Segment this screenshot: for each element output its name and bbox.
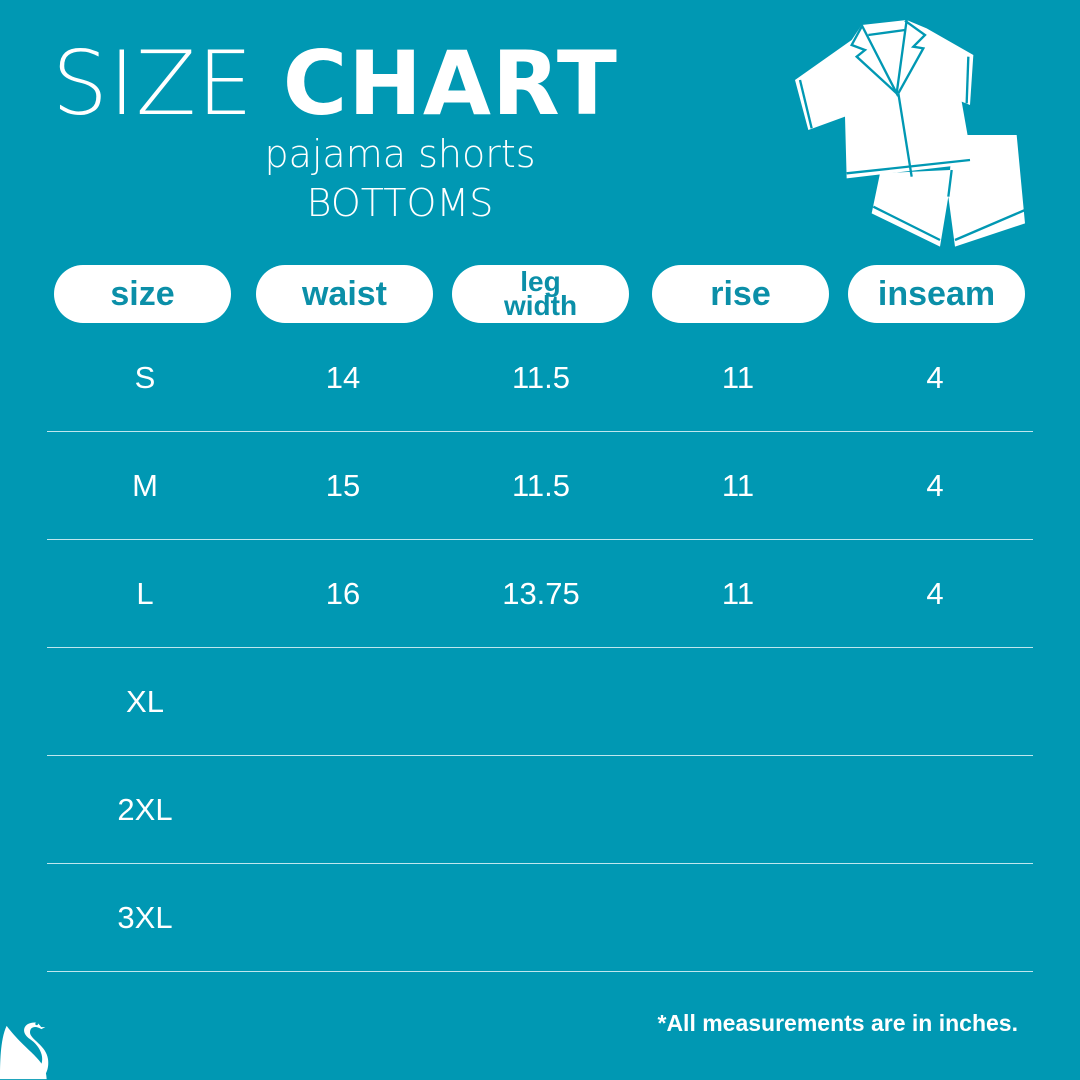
size-label: 2XL [117, 792, 173, 827]
table-cell: 13.75 [502, 576, 580, 611]
row-divider [47, 431, 1033, 432]
column-header-waist: waist [256, 265, 433, 323]
table-cell: 15 [325, 468, 361, 503]
table-cell: 11.5 [511, 468, 571, 503]
page-title: SIZE CHART [52, 40, 618, 128]
column-header-rise: rise [652, 265, 829, 323]
size-label: XL [126, 684, 164, 719]
table-cell: 16 [325, 576, 361, 611]
column-header-inseam: inseam [848, 265, 1025, 323]
table-cell: 11 [721, 360, 755, 395]
table-cell: 14 [325, 360, 361, 395]
size-label: L [136, 576, 154, 611]
row-divider [47, 539, 1033, 540]
measurement-note: *All measurements are in inches. [657, 1010, 1019, 1036]
row-divider [47, 647, 1033, 648]
row-divider [47, 755, 1033, 756]
size-label: S [134, 360, 156, 395]
column-header-size: size [54, 265, 231, 323]
category-label: BOTTOMS [306, 181, 494, 225]
table-cell: 4 [926, 360, 944, 395]
pajama-set-icon [795, 19, 1026, 247]
size-label: 3XL [117, 900, 173, 935]
table-cell: 11 [721, 468, 755, 503]
title-bold: CHART [282, 32, 618, 135]
header-line: leg [520, 266, 561, 297]
row-divider [47, 971, 1033, 972]
title-light: SIZE [52, 32, 254, 135]
header-line: width [503, 290, 578, 321]
table-cell: 4 [926, 468, 944, 503]
size-label: M [132, 468, 158, 503]
row-divider [47, 863, 1033, 864]
swan-logo-icon [0, 1022, 49, 1080]
column-header-leg-width: leg width [452, 265, 629, 323]
table-cell: 11 [721, 576, 755, 611]
table-cell: 11.5 [511, 360, 571, 395]
table-cell: 4 [926, 576, 944, 611]
subtitle: pajama shorts [264, 132, 536, 176]
